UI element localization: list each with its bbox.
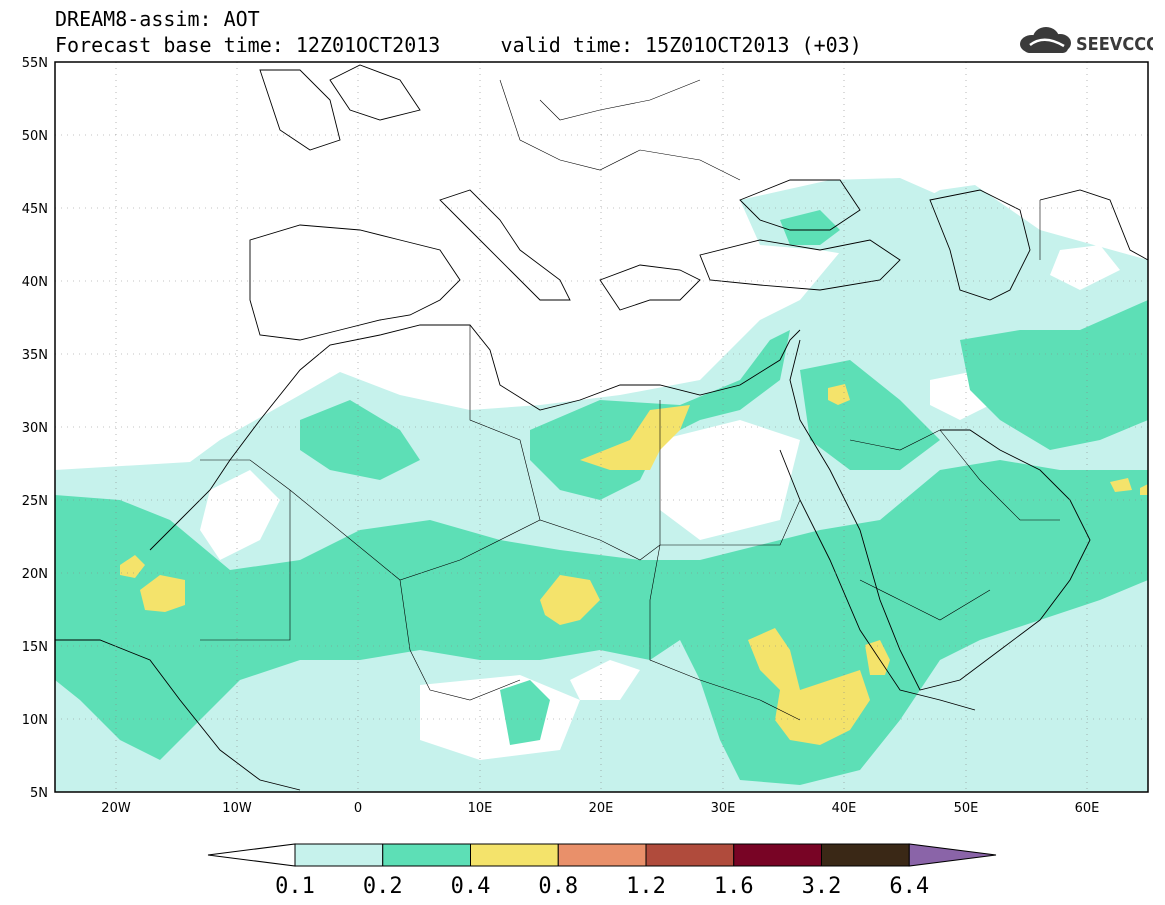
map-frame	[54, 61, 1149, 793]
legend-labels: 0.1 0.2 0.4 0.8 1.2 1.6 3.2 6.4	[275, 874, 929, 899]
legend-level-label: 0.4	[451, 874, 491, 899]
lon-tick: 40E	[832, 801, 857, 816]
time-info: Forecast base time: 12Z01OCT2013 valid t…	[55, 34, 862, 56]
lat-tick: 25N	[22, 494, 48, 509]
legend-arrow-low	[207, 843, 296, 867]
lon-tick: 60E	[1075, 801, 1100, 816]
lat-tick: 30N	[22, 421, 48, 436]
valid-time: valid time: 15Z01OCT2013 (+03)	[500, 33, 862, 57]
legend-level-label: 1.2	[626, 874, 666, 899]
legend-level-label: 0.2	[363, 874, 403, 899]
lat-tick: 35N	[22, 348, 48, 363]
lat-tick: 15N	[22, 640, 48, 655]
legend-level-label: 6.4	[889, 874, 929, 899]
legend-level-label: 3.2	[802, 874, 842, 899]
base-time: Forecast base time: 12Z01OCT2013	[55, 33, 441, 57]
color-legend	[207, 843, 997, 867]
seevccc-logo: SEEVCCC	[1020, 27, 1153, 55]
legend-swatch	[733, 843, 822, 867]
legend-level-label: 0.1	[275, 874, 315, 899]
coastlines	[55, 64, 1148, 791]
latitude-axis: 55N 50N 45N 40N 35N 30N 25N 20N 15N 10N …	[22, 56, 48, 801]
lon-tick: 50E	[954, 801, 979, 816]
lon-tick: 10E	[468, 801, 493, 816]
lon-tick: 0	[354, 801, 362, 816]
lon-tick: 30E	[711, 801, 736, 816]
borders	[200, 79, 1060, 721]
chart-title: DREAM8-assim: AOT	[55, 7, 260, 31]
logo-text: SEEVCCC	[1076, 34, 1153, 55]
lat-tick: 20N	[22, 567, 48, 582]
legend-swatch	[557, 843, 647, 867]
lat-tick: 55N	[22, 56, 48, 71]
grid-lines	[55, 62, 1148, 792]
legend-level-label: 0.8	[538, 874, 578, 899]
lon-tick: 20E	[589, 801, 614, 816]
legend-arrow-high	[908, 843, 997, 867]
legend-swatch	[294, 843, 384, 867]
lat-tick: 50N	[22, 129, 48, 144]
aot-contour-0.4	[120, 384, 1148, 745]
legend-swatch	[382, 843, 471, 867]
lat-tick: 10N	[22, 713, 48, 728]
lat-tick: 45N	[22, 202, 48, 217]
aot-field	[55, 178, 1148, 792]
legend-swatch	[645, 843, 735, 867]
legend-swatch	[470, 843, 559, 867]
lat-tick: 5N	[30, 786, 48, 801]
lon-tick: 20W	[101, 801, 131, 816]
legend-swatch	[821, 843, 910, 867]
legend-level-label: 1.6	[714, 874, 754, 899]
longitude-axis: 20W 10W 0 10E 20E 30E 40E 50E 60E	[101, 801, 1099, 816]
lat-tick: 40N	[22, 275, 48, 290]
lon-tick: 10W	[222, 801, 252, 816]
